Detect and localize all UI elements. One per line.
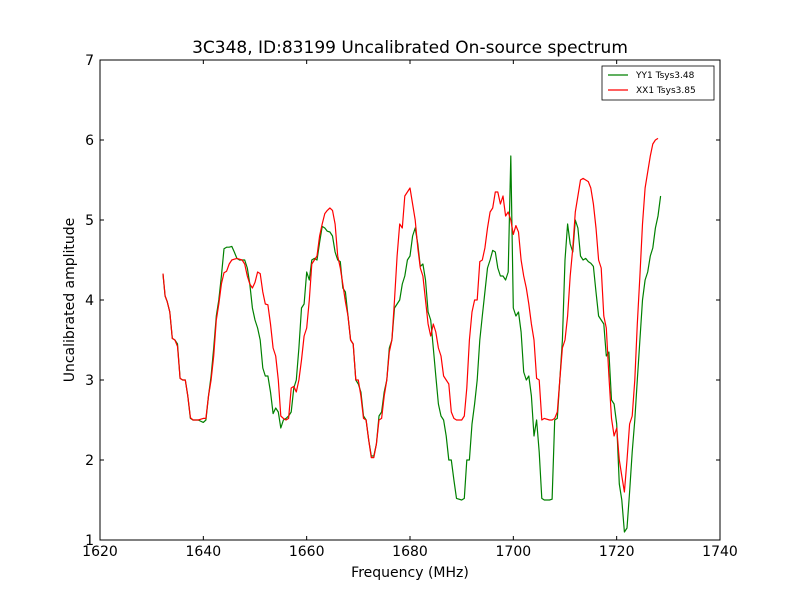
y-tick-label: 1 — [85, 533, 94, 549]
y-tick-label: 6 — [85, 133, 94, 149]
legend-box — [601, 65, 715, 101]
y-tick-label: 5 — [85, 213, 94, 229]
x-tick-label: 1640 — [186, 544, 222, 560]
series-line-0 — [162, 155, 662, 533]
legend: YY1 Tsys3.48 XX1 Tsys3.85 — [601, 65, 715, 101]
x-tick-label: 1720 — [599, 544, 635, 560]
x-tick-label: 1660 — [289, 544, 325, 560]
y-tick-label: 3 — [85, 373, 94, 389]
chart-title: 3C348, ID:83199 Uncalibrated On-source s… — [192, 38, 628, 58]
series-line-1 — [162, 137, 659, 493]
legend-label-1: XX1 Tsys3.85 — [636, 86, 696, 96]
x-axis-label: Frequency (MHz) — [351, 565, 469, 581]
x-tick-label: 1700 — [496, 544, 532, 560]
x-tick-label: 1680 — [392, 544, 428, 560]
plot-lines — [162, 137, 662, 533]
y-axis-label: Uncalibrated amplitude — [62, 218, 78, 383]
x-tick-label: 1620 — [82, 544, 118, 560]
axis-ticks: 1620 1640 1660 1680 1700 1720 1740 1 2 3 4 5 6 7 — [82, 53, 738, 560]
x-tick-label: 1740 — [702, 544, 738, 560]
y-tick-label: 7 — [85, 53, 94, 69]
y-tick-label: 2 — [85, 453, 94, 469]
legend-label-0: YY1 Tsys3.48 — [635, 71, 695, 81]
y-tick-label: 4 — [85, 293, 94, 309]
